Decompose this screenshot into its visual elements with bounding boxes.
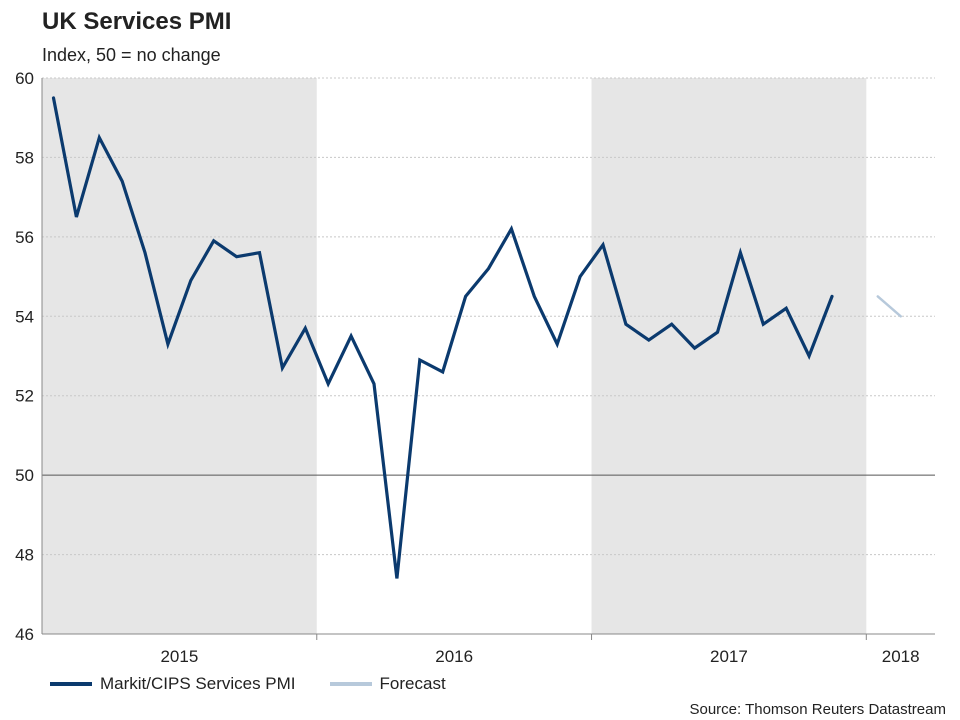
- legend: Markit/CIPS Services PMI Forecast: [50, 674, 480, 694]
- x-tick-label-2017: 2017: [710, 647, 748, 666]
- y-tick-label-60: 60: [15, 69, 34, 88]
- series-line-pmi: [51, 96, 834, 579]
- chart-subtitle: Index, 50 = no change: [42, 45, 221, 65]
- legend-item-forecast: Forecast: [329, 674, 446, 694]
- y-tick-label-58: 58: [15, 148, 34, 167]
- shaded-year-band-0: [42, 78, 317, 634]
- y-tick-label-48: 48: [15, 546, 34, 565]
- chart-title: UK Services PMI: [42, 8, 232, 35]
- pmi-line-chart: 46 48 50 52 54 56 58 60 2015 2016 2017 2018: [15, 69, 935, 666]
- x-tick-label-2016: 2016: [435, 647, 473, 666]
- series-line-forecast: [876, 295, 902, 318]
- y-tick-label-50: 50: [15, 466, 34, 485]
- y-tick-label-46: 46: [15, 625, 34, 644]
- legend-item-pmi: Markit/CIPS Services PMI: [50, 674, 296, 694]
- legend-swatch-forecast: [329, 682, 372, 686]
- y-tick-label-52: 52: [15, 387, 34, 406]
- shaded-year-band-1: [591, 78, 867, 634]
- x-tick-label-2018: 2018: [882, 647, 920, 666]
- legend-label-pmi: Markit/CIPS Services PMI: [100, 674, 296, 693]
- x-tick-label-2015: 2015: [160, 647, 198, 666]
- legend-swatch-pmi: [50, 682, 92, 686]
- y-tick-label-56: 56: [15, 228, 34, 247]
- y-tick-label-54: 54: [15, 307, 34, 326]
- source-note: Source: Thomson Reuters Datastream: [689, 701, 946, 718]
- legend-label-forecast: Forecast: [379, 674, 446, 693]
